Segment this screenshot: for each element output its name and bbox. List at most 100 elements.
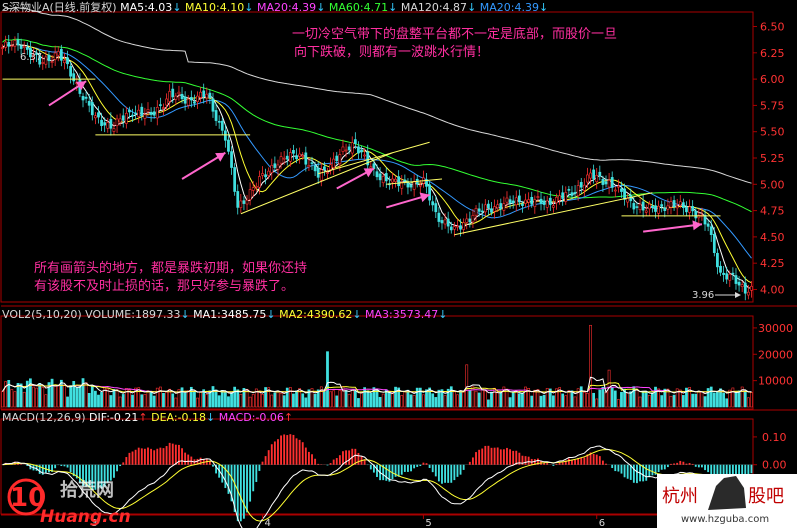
volume-bar [155, 387, 159, 408]
candle [162, 103, 165, 116]
candle [103, 117, 107, 133]
candle [248, 182, 252, 206]
candle [517, 189, 521, 207]
volume-bar [344, 390, 348, 408]
volume-bar [381, 393, 385, 408]
candle [443, 213, 447, 229]
candle [304, 146, 308, 172]
candle [186, 95, 190, 109]
volume-bar [35, 387, 38, 408]
candle [227, 132, 230, 155]
candle [558, 189, 561, 205]
volume-bar [567, 390, 571, 408]
volume-bar [555, 388, 558, 408]
volume-bar [746, 397, 750, 408]
top-note-line-2: 向下跌破，则都有一波跳水行情！ [294, 44, 489, 60]
volume-bar [610, 387, 614, 408]
candle [502, 196, 506, 216]
volume-bar [301, 393, 305, 408]
candle [41, 55, 45, 70]
volume-bar [647, 395, 651, 408]
header-item: MA120:4.87 [397, 1, 467, 14]
candle [601, 175, 605, 192]
candle [681, 198, 685, 215]
candlestick-series [1, 32, 753, 301]
candle [233, 163, 237, 196]
candle [264, 168, 267, 185]
candle [94, 112, 97, 125]
volume-bar [697, 390, 701, 408]
candle [128, 106, 131, 119]
candle [292, 144, 295, 161]
candle [131, 108, 134, 122]
candle [511, 195, 515, 209]
volume-ma-lines [2, 376, 752, 395]
candle [483, 199, 487, 217]
candle [87, 93, 91, 113]
candle [332, 152, 336, 175]
volume-bar [499, 392, 503, 408]
candle [397, 170, 401, 192]
volume-bar [406, 389, 410, 408]
volume-tick-label: 20000 [758, 348, 793, 361]
candle [273, 156, 277, 173]
volume-bar [573, 396, 577, 408]
volume-bar [391, 393, 394, 408]
header-arrow: ↓ [172, 1, 181, 14]
volume-bar [87, 393, 91, 408]
volume-bar [536, 389, 540, 408]
volume-bar [542, 394, 546, 408]
volume-bar [248, 396, 252, 408]
volume-bar [400, 395, 404, 408]
volume-bar [403, 391, 407, 408]
volume-bar [740, 386, 744, 408]
volume-bar [285, 387, 289, 408]
volume-bar [660, 395, 664, 408]
candle [329, 157, 332, 175]
candle [660, 200, 664, 213]
volume-bar [220, 390, 224, 408]
price-tick-label: 5.50 [760, 126, 785, 139]
volume-bar [613, 390, 617, 408]
candle [152, 106, 156, 119]
candle [81, 92, 85, 108]
volume-bar [332, 390, 336, 408]
volume-ma1-line [2, 376, 752, 395]
candle [236, 184, 240, 215]
candle [90, 96, 94, 121]
volume-bar [712, 392, 716, 408]
candle [25, 42, 29, 55]
volume-bar [239, 393, 243, 408]
candle [685, 201, 688, 217]
candle [319, 162, 323, 187]
volume-bar [530, 395, 534, 408]
candle [480, 203, 484, 219]
candle [468, 211, 472, 228]
candle [746, 284, 750, 300]
volume-bar [700, 391, 704, 408]
header-arrow: ↓ [266, 308, 275, 321]
volume-tick-label: 10000 [758, 375, 793, 388]
volume-bar [350, 388, 354, 408]
candle [193, 94, 196, 108]
volume-bar [174, 397, 178, 408]
volume-bar [19, 383, 23, 408]
candle [425, 173, 428, 194]
volume-bar [326, 351, 329, 408]
low-price-label: 3.96 [692, 290, 714, 301]
candle [285, 149, 289, 166]
volume-bar [422, 394, 425, 408]
candle [155, 100, 159, 126]
candle [462, 218, 466, 235]
volume-bar [264, 387, 267, 408]
volume-bar [7, 379, 11, 408]
candle [282, 151, 286, 165]
candle [353, 132, 357, 150]
volume-bar [112, 389, 116, 408]
trend-lines [2, 78, 721, 236]
price-tick-label: 5.25 [760, 152, 785, 165]
candle [341, 139, 345, 155]
candle [180, 86, 184, 104]
candle [84, 91, 88, 104]
candle [310, 156, 314, 170]
